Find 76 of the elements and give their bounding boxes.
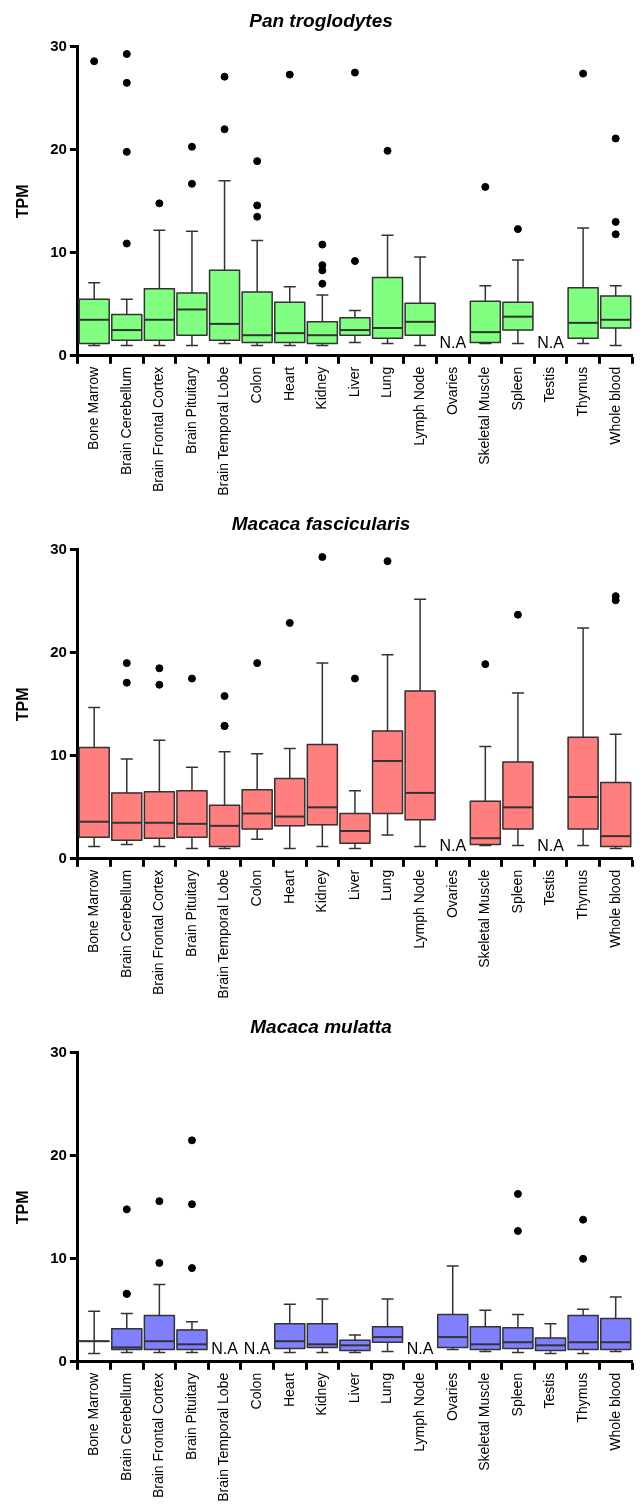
y-tick-label: 30 [50,1042,67,1060]
y-tick-label: 20 [50,139,67,157]
x-tick-label: Lung [378,1372,395,1404]
chart-title: Pan troglodytes [249,9,393,31]
x-tick-label: Kidney [313,869,330,913]
y-axis-title: TPM [14,1190,32,1225]
annotation: N.A [439,334,467,352]
x-tick-label: Ovaries [443,1372,460,1422]
x-tick-label: Bone Marrow [85,365,102,451]
y-tick-label: 0 [58,848,67,866]
x-tick-label: Brain Frontal Cortex [150,1372,167,1499]
x-tick-label: Liver [345,366,362,398]
x-tick-label: Skeletal Muscle [476,869,493,968]
x-tick-label: Skeletal Muscle [476,366,493,465]
annotation: N.A [537,837,565,855]
y-tick-label: 0 [58,1351,67,1369]
annotation: N.A [537,334,565,352]
x-tick-label: Kidney [313,366,330,410]
x-tick-label: Liver [345,869,362,901]
x-tick-label: Liver [345,1372,362,1404]
x-tick-label: Heart [280,366,297,402]
annotation: N.A [439,837,467,855]
y-tick-label: 10 [50,745,67,763]
chart-title: Macaca fascicularis [231,512,411,534]
x-tick-label: Thymus [573,1372,590,1423]
x-tick-label: Colon [248,869,265,907]
x-tick-label: Heart [280,1372,297,1408]
x-tick-label: Kidney [313,1372,330,1416]
x-tick-label: Brain Frontal Cortex [150,869,167,996]
x-tick-label: Skeletal Muscle [476,1372,493,1471]
x-tick-label: Whole blood [606,1372,623,1451]
x-tick-label: Spleen [508,366,525,411]
y-tick-label: 30 [50,539,67,557]
x-tick-label: Ovaries [443,366,460,416]
x-tick-label: Brain Pituitary [182,869,199,957]
x-tick-label: Bone Marrow [85,868,102,954]
x-tick-label: Brain Cerebellum [117,366,134,475]
x-tick-label: Thymus [573,869,590,920]
x-tick-label: Bone Marrow [85,1371,102,1457]
y-tick-label: 10 [50,242,67,260]
x-tick-label: Thymus [573,366,590,417]
x-tick-label: Brain Frontal Cortex [150,366,167,493]
x-tick-label: Brain Pituitary [182,366,199,454]
annotation: N.A [211,1340,239,1358]
y-tick-label: 20 [50,1145,67,1163]
y-axis-title: TPM [14,687,32,722]
x-tick-label: Brain Temporal Lobe [215,366,232,496]
chart-title: Macaca mulatta [250,1015,393,1037]
x-tick-label: Lung [378,869,395,901]
annotation: N.A [406,1340,434,1358]
x-tick-label: Brain Temporal Lobe [215,1372,232,1502]
annotation: N.A [243,1340,271,1358]
x-tick-label: Spleen [508,1372,525,1417]
x-tick-label: Ovaries [443,869,460,919]
x-tick-label: Testis [541,869,558,906]
y-tick-label: 30 [50,36,67,54]
x-tick-label: Whole blood [606,366,623,445]
x-tick-label: Testis [541,366,558,403]
x-tick-label: Lung [378,366,395,398]
y-tick-label: 20 [50,642,67,660]
x-tick-label: Testis [541,1372,558,1409]
x-tick-label: Heart [280,869,297,905]
y-tick-label: 0 [58,345,67,363]
x-tick-label: Lymph Node [410,1372,427,1452]
y-tick-label: 10 [50,1248,67,1266]
x-tick-label: Brain Cerebellum [117,1372,134,1481]
x-tick-label: Colon [248,1372,265,1410]
y-axis-title: TPM [14,184,32,219]
x-tick-label: Spleen [508,869,525,914]
x-tick-label: Colon [248,366,265,404]
x-tick-label: Whole blood [606,869,623,948]
x-tick-label: Lymph Node [410,869,427,949]
x-tick-label: Brain Cerebellum [117,869,134,978]
x-tick-label: Brain Temporal Lobe [215,869,232,999]
x-tick-label: Brain Pituitary [182,1372,199,1460]
x-tick-label: Lymph Node [410,366,427,446]
